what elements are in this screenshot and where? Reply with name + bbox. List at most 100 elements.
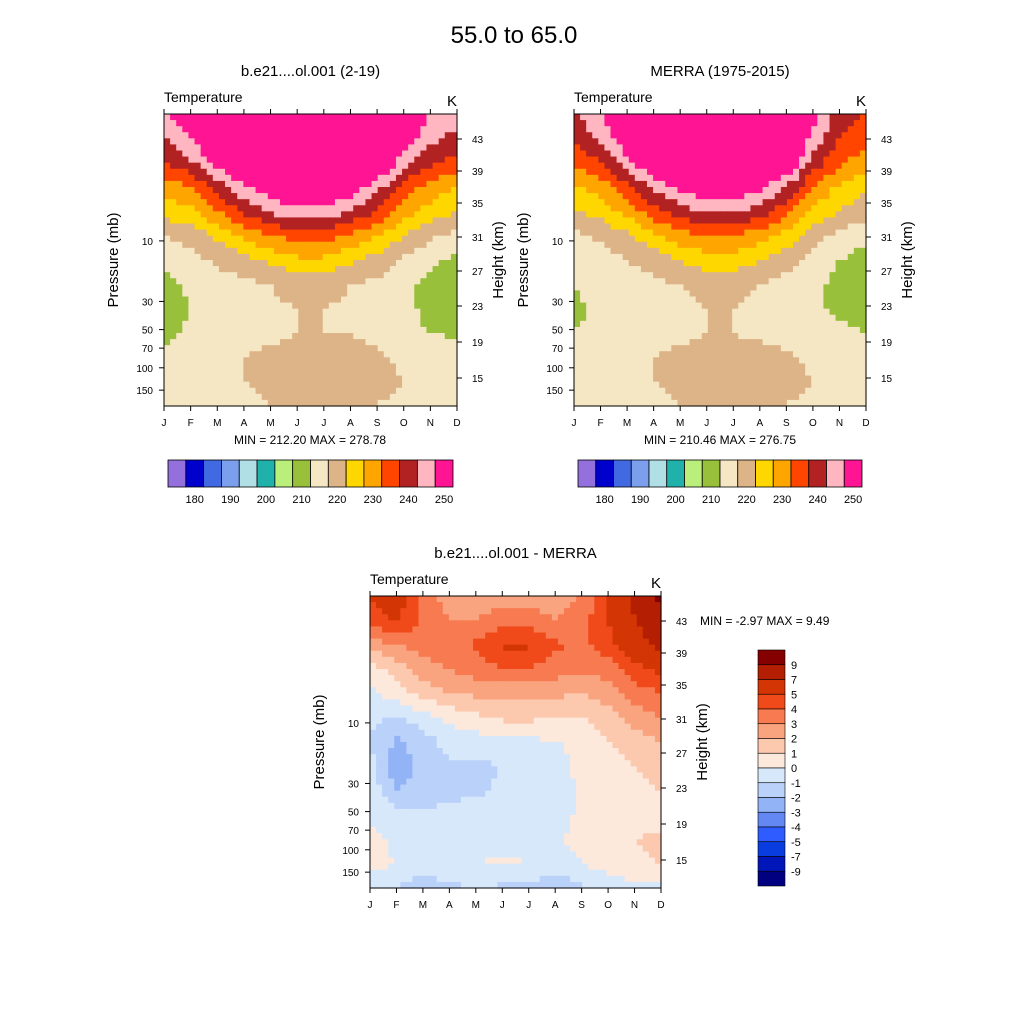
heatmap-cell bbox=[176, 150, 183, 158]
heatmap-cell bbox=[359, 363, 367, 371]
heatmap-cell bbox=[225, 387, 232, 395]
heatmap-cell bbox=[647, 326, 654, 334]
heatmap-cell bbox=[432, 278, 440, 285]
heatmap-cell bbox=[580, 333, 587, 340]
heatmap-cell bbox=[170, 333, 177, 340]
heatmap-cell bbox=[328, 314, 336, 322]
heatmap-cell bbox=[847, 211, 855, 219]
heatmap-cell bbox=[732, 162, 739, 170]
heatmap-cell bbox=[799, 114, 806, 121]
heatmap-cell bbox=[225, 150, 232, 158]
heatmap-cell bbox=[707, 290, 715, 298]
heatmap-cell bbox=[371, 320, 379, 328]
heatmap-cell bbox=[170, 235, 177, 243]
heatmap-cell bbox=[225, 241, 232, 249]
heatmap-cell bbox=[774, 284, 782, 292]
heatmap-cell bbox=[237, 229, 244, 237]
heatmap-cell bbox=[371, 278, 379, 285]
heatmap-cell bbox=[218, 223, 226, 231]
heatmap-cell bbox=[395, 162, 403, 170]
heatmap-cell bbox=[164, 314, 171, 322]
heatmap-cell bbox=[353, 223, 360, 231]
heatmap-cell bbox=[322, 290, 330, 298]
heatmap-cell bbox=[444, 223, 452, 231]
heatmap-cell bbox=[713, 260, 721, 267]
heatmap-cell bbox=[298, 229, 305, 237]
heatmap-cell bbox=[249, 284, 257, 292]
heatmap-cell bbox=[624, 608, 632, 615]
heatmap-cell bbox=[249, 363, 257, 371]
heatmap-cell bbox=[622, 351, 630, 358]
heatmap-cell bbox=[182, 114, 190, 121]
heatmap-cell bbox=[316, 393, 324, 401]
heatmap-cell bbox=[286, 162, 293, 170]
x-tick-label: S bbox=[374, 418, 381, 429]
heatmap-cell bbox=[701, 126, 709, 133]
heatmap-cell bbox=[389, 168, 397, 176]
heatmap-cell bbox=[720, 399, 727, 407]
heatmap-cell bbox=[701, 399, 709, 407]
heatmap-cell bbox=[182, 278, 190, 285]
heatmap-cell bbox=[206, 381, 214, 389]
heatmap-cell bbox=[574, 314, 581, 322]
heatmap-cell bbox=[634, 168, 642, 176]
heatmap-cell bbox=[414, 162, 421, 170]
heatmap-cell bbox=[817, 138, 825, 146]
heatmap-cell bbox=[805, 339, 812, 346]
heatmap-cell bbox=[653, 308, 660, 316]
heatmap-cell bbox=[762, 193, 770, 200]
heatmap-cell bbox=[377, 308, 385, 316]
heatmap-cell bbox=[588, 608, 595, 615]
heatmap-cell bbox=[799, 168, 806, 176]
heatmap-cell bbox=[859, 296, 867, 304]
heatmap-cell bbox=[640, 381, 648, 389]
heatmap-cell bbox=[574, 375, 581, 383]
heatmap-cell bbox=[438, 150, 446, 158]
heatmap-cell bbox=[738, 302, 745, 310]
heatmap-cell bbox=[426, 229, 434, 237]
heatmap-cell bbox=[243, 138, 251, 146]
heatmap-cell bbox=[665, 156, 672, 164]
heatmap-cell bbox=[640, 339, 648, 346]
heatmap-cell bbox=[677, 345, 685, 352]
heatmap-cell bbox=[817, 345, 825, 352]
heatmap-cell bbox=[212, 253, 220, 261]
heatmap-cell bbox=[786, 247, 794, 255]
heatmap-cell bbox=[225, 211, 232, 219]
heatmap-cell bbox=[647, 399, 654, 407]
heatmap-cell bbox=[218, 187, 226, 194]
heatmap-cell bbox=[647, 162, 654, 170]
heatmap-cell bbox=[414, 333, 421, 340]
heatmap-cell bbox=[689, 260, 697, 267]
heatmap-cell bbox=[414, 363, 421, 371]
heatmap-cell bbox=[574, 284, 581, 292]
heatmap-cell bbox=[218, 253, 226, 261]
heatmap-cell bbox=[564, 596, 571, 603]
heatmap-cell bbox=[255, 381, 263, 389]
heatmap-cell bbox=[750, 320, 758, 328]
heatmap-cell bbox=[182, 180, 190, 188]
heatmap-cell bbox=[218, 138, 226, 146]
heatmap-cell bbox=[853, 296, 861, 304]
heatmap-cell bbox=[545, 608, 553, 615]
heatmap-cell bbox=[249, 247, 257, 255]
heatmap-cell bbox=[853, 308, 861, 316]
heatmap-cell bbox=[835, 399, 843, 407]
heatmap-cell bbox=[634, 180, 642, 188]
heatmap-cell bbox=[628, 168, 636, 176]
heatmap-cell bbox=[762, 284, 770, 292]
heatmap-cell bbox=[424, 608, 432, 615]
heatmap-cell bbox=[442, 602, 450, 609]
heatmap-cell bbox=[720, 351, 727, 358]
heatmap-cell bbox=[768, 211, 776, 219]
colorbar-label: 200 bbox=[666, 494, 684, 506]
heatmap-cell bbox=[859, 247, 867, 255]
heatmap-cell bbox=[194, 339, 202, 346]
heatmap-cell bbox=[218, 229, 226, 237]
heatmap-cell bbox=[707, 387, 715, 395]
heatmap-cell bbox=[726, 199, 733, 206]
heatmap-cell bbox=[206, 326, 214, 334]
heatmap-cell bbox=[365, 284, 373, 292]
heatmap-cell bbox=[793, 199, 800, 206]
heatmap-cell bbox=[707, 284, 715, 292]
